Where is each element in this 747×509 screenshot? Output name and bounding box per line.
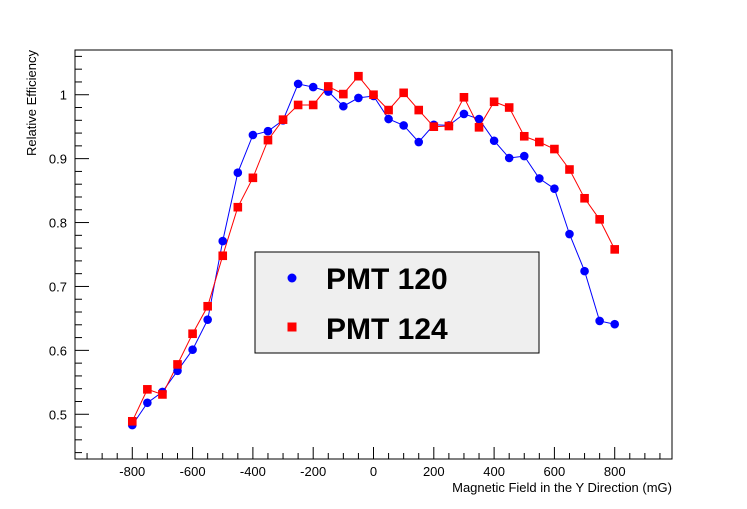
data-point-pmt-120 (143, 398, 152, 408)
data-point-pmt-124 (504, 103, 514, 112)
axes: -800 -600 -400 -200 0 200 400 600 800 0.5 0.6 0.7 0.… (49, 55, 661, 479)
x-tick-label: 0 (370, 464, 377, 479)
data-point-pmt-120 (203, 315, 212, 324)
data-point-pmt-120 (489, 136, 499, 146)
legend-marker-pmt-120 (287, 273, 297, 283)
data-point-pmt-124 (384, 105, 393, 115)
data-point-pmt-120 (550, 184, 559, 193)
data-point-pmt-124 (550, 144, 559, 154)
data-point-pmt-124 (610, 245, 620, 254)
data-point-pmt-120 (218, 236, 228, 246)
x-tick-label: -800 (119, 464, 145, 479)
data-point-pmt-120 (399, 121, 408, 130)
data-point-pmt-124 (158, 390, 167, 399)
data-point-pmt-124 (595, 215, 604, 224)
data-point-pmt-124 (489, 97, 499, 107)
data-point-pmt-124 (233, 202, 243, 212)
data-point-pmt-124 (143, 385, 152, 394)
data-point-pmt-120 (535, 174, 544, 183)
data-point-pmt-120 (293, 79, 303, 89)
data-point-pmt-124 (580, 193, 589, 203)
y-tick-label: 0.5 (49, 407, 67, 422)
data-point-pmt-120 (354, 93, 363, 103)
data-point-pmt-120 (188, 345, 197, 355)
data-point-pmt-124 (565, 165, 574, 174)
data-point-pmt-124 (308, 100, 318, 110)
data-point-pmt-124 (399, 88, 408, 98)
data-point-pmt-124 (188, 329, 197, 339)
data-point-pmt-124 (369, 90, 378, 100)
data-point-pmt-120 (339, 101, 348, 111)
data-point-pmt-120 (519, 151, 529, 161)
x-tick-label: 200 (423, 464, 445, 479)
data-point-pmt-120 (308, 82, 318, 92)
data-point-pmt-124 (203, 301, 212, 311)
x-tick-label: 600 (544, 464, 566, 479)
data-point-pmt-124 (429, 122, 439, 131)
data-point-pmt-124 (218, 251, 228, 261)
data-point-pmt-124 (323, 82, 333, 91)
y-tick-label: 0.9 (49, 152, 67, 167)
x-tick-label: -600 (180, 464, 206, 479)
legend-label-pmt-124: PMT 124 (326, 313, 448, 346)
y-tick-label: 0.6 (49, 343, 67, 358)
data-point-pmt-124 (127, 416, 137, 426)
data-point-pmt-124 (414, 105, 424, 115)
y-axis-title: Relative Efficiency (24, 50, 39, 156)
y-tick-label: 0.8 (49, 216, 67, 231)
data-point-pmt-124 (293, 100, 303, 110)
x-tick-label: -200 (300, 464, 326, 479)
legend: PMT 120 PMT 124 (254, 251, 540, 354)
data-point-pmt-120 (610, 319, 620, 329)
data-point-pmt-124 (519, 131, 529, 141)
data-point-pmt-124 (459, 92, 469, 102)
data-point-pmt-120 (459, 109, 469, 119)
x-tick-label: 800 (604, 464, 626, 479)
series-markers (127, 71, 620, 430)
data-point-pmt-124 (474, 123, 484, 132)
y-tick-label: 1 (60, 88, 67, 103)
legend-box (254, 251, 540, 354)
data-point-pmt-120 (263, 126, 273, 136)
legend-label-pmt-120: PMT 120 (326, 263, 448, 296)
legend-marker-pmt-124 (287, 322, 297, 332)
data-point-pmt-120 (565, 229, 574, 239)
y-tick-label: 0.7 (49, 279, 67, 294)
data-point-pmt-120 (414, 137, 424, 147)
x-tick-label: -400 (240, 464, 266, 479)
data-point-pmt-120 (384, 114, 393, 124)
data-point-pmt-120 (504, 153, 514, 163)
x-axis-title: Magnetic Field in the Y Direction (mG) (452, 480, 672, 495)
data-point-pmt-124 (263, 135, 273, 145)
data-point-pmt-124 (354, 71, 363, 81)
data-point-pmt-124 (173, 360, 182, 369)
x-tick-label: 400 (483, 464, 505, 479)
data-point-pmt-124 (444, 121, 454, 131)
data-point-pmt-120 (595, 316, 604, 326)
data-point-pmt-124 (535, 137, 544, 147)
data-point-pmt-124 (248, 173, 258, 183)
data-point-pmt-120 (233, 168, 243, 177)
data-point-pmt-124 (339, 89, 348, 99)
data-point-pmt-124 (278, 115, 288, 124)
data-point-pmt-120 (474, 114, 484, 124)
data-point-pmt-120 (580, 266, 589, 276)
data-point-pmt-120 (248, 130, 258, 140)
